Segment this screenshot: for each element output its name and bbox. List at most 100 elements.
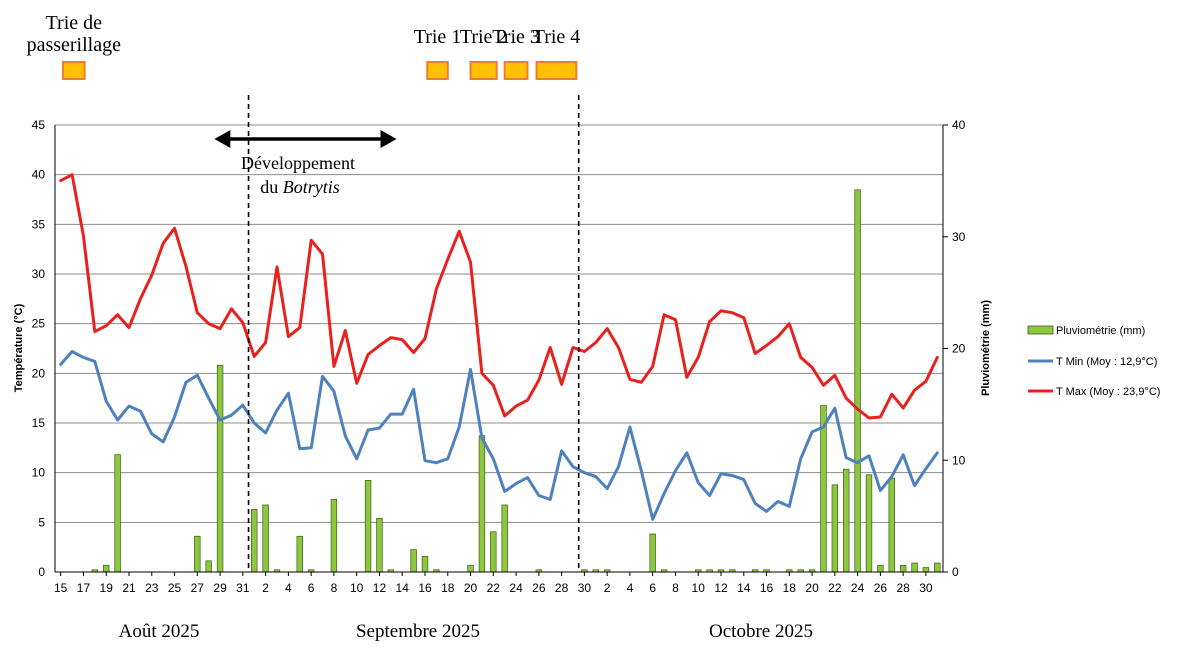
x-tick-label: 19 [100,581,114,595]
x-tick-label: 4 [627,581,634,595]
legend-label-rainfall: Pluviométrie (mm) [1056,325,1145,337]
rainfall-bar [205,560,212,573]
tmax-line [59,173,939,420]
annotation-botrytis-line2: du Botrytis [260,177,340,197]
month-label-october: Octobre 2025 [709,621,813,642]
rainfall-bar [899,564,907,573]
gridlines [55,124,943,573]
x-tick-label: 15 [54,581,68,595]
phase-bar [503,61,529,80]
phase-bar [61,61,86,80]
rainfall-bar [421,556,429,573]
x-tick-label: 18 [783,581,797,595]
rainfall-bar [877,564,884,573]
y-left-tick-label: 5 [38,515,45,529]
legend-label-tmax: T Max (Moy : 23,9°C) [1056,386,1160,398]
rainfall-bar [934,562,941,573]
x-tick-label: 25 [168,581,182,595]
y-left-tick-label: 10 [32,466,46,480]
botrytis-arrow-head-right [380,130,397,148]
y-left-tick-label: 20 [32,366,46,380]
rainfall-bar [364,480,372,573]
rainfall-bar [854,189,861,573]
y-right-tick-label: 30 [952,230,966,244]
tmin-line [59,350,939,521]
y-left-tick-label: 40 [32,168,46,182]
x-tick-label: 8 [331,581,338,595]
x-tick-label: 2 [604,581,611,595]
x-tick-label: 28 [555,581,569,595]
y-left-tick-label: 45 [32,118,46,132]
x-tick-label: 26 [532,581,546,595]
rainfall-bar [410,549,417,573]
legend-label-tmin: T Min (Moy : 12,9°C) [1056,356,1157,368]
annotation-botrytis-prefix: du [260,177,283,197]
x-tick-label: 31 [236,581,250,595]
x-tick-label: 4 [285,581,292,595]
phase-label: Trie 1 [414,26,462,48]
botrytis-arrow-head-left [214,130,231,148]
x-tick-label: 30 [919,581,933,595]
phase-bar [469,61,498,80]
y-left-axis-title: Température (°C) [13,303,25,392]
rainfall-bar [467,564,474,573]
rainfall-bar [478,435,486,573]
y-right-axis-title: Pluviométrie (mm) [980,300,992,396]
month-label-september: Septembre 2025 [356,621,480,642]
rainfall-bar [922,567,930,573]
x-tick-label: 27 [191,581,205,595]
temperature-lines [59,173,939,521]
y-left-tick-label: 30 [32,267,46,281]
rainfall-bar [251,509,258,573]
rainfall-bar [865,474,873,573]
rainfall-bar [262,504,269,573]
phase-label: Trie 2 [460,26,508,48]
x-tick-label: 26 [874,581,888,595]
x-tick-label: 14 [737,581,751,595]
x-tick-label: 8 [672,581,679,595]
x-tick-label: 10 [692,581,706,595]
rainfall-bar [330,499,338,573]
rainfall-bar [888,477,895,573]
x-tick-label: 16 [760,581,774,595]
rainfall-bar [194,535,201,573]
rainfall-bar [376,518,383,573]
y-right-tick-label: 40 [952,118,966,132]
x-tick-label: 6 [308,581,315,595]
phase-bar [535,61,578,80]
x-tick-label: 21 [122,581,136,595]
x-tick-label: 28 [896,581,910,595]
x-tick-label: 17 [77,581,91,595]
x-tick-label: 2 [262,581,269,595]
rainfall-bar [831,484,839,573]
x-tick-label: 24 [851,581,865,595]
x-tick-label: 20 [805,581,819,595]
x-tick-label: 16 [418,581,432,595]
x-tick-label: 23 [145,581,159,595]
y-right-tick-label: 20 [952,342,966,356]
phase-label: passerillage [27,34,122,56]
rainfall-bar [843,468,850,573]
month-label-august: Août 2025 [119,621,200,642]
rainfall-bar [649,533,656,573]
legend-swatch-rainfall [1027,325,1054,335]
phase-label: Trie 3 [492,26,540,48]
rainfall-bar [103,564,110,573]
y-left-tick-label: 0 [38,565,45,579]
x-tick-label: 30 [578,581,592,595]
phase-bar [426,61,449,80]
x-tick-label: 22 [828,581,842,595]
y-left-tick-label: 15 [32,416,46,430]
x-tick-label: 29 [213,581,227,595]
rainfall-bar [490,531,497,573]
x-tick-label: 14 [396,581,410,595]
rainfall-bar [296,535,303,573]
x-tick-label: 22 [487,581,501,595]
rainfall-bar [114,454,121,573]
x-tick-label: 24 [509,581,523,595]
x-tick-label: 18 [441,581,455,595]
phase-label: Trie de [46,12,103,34]
